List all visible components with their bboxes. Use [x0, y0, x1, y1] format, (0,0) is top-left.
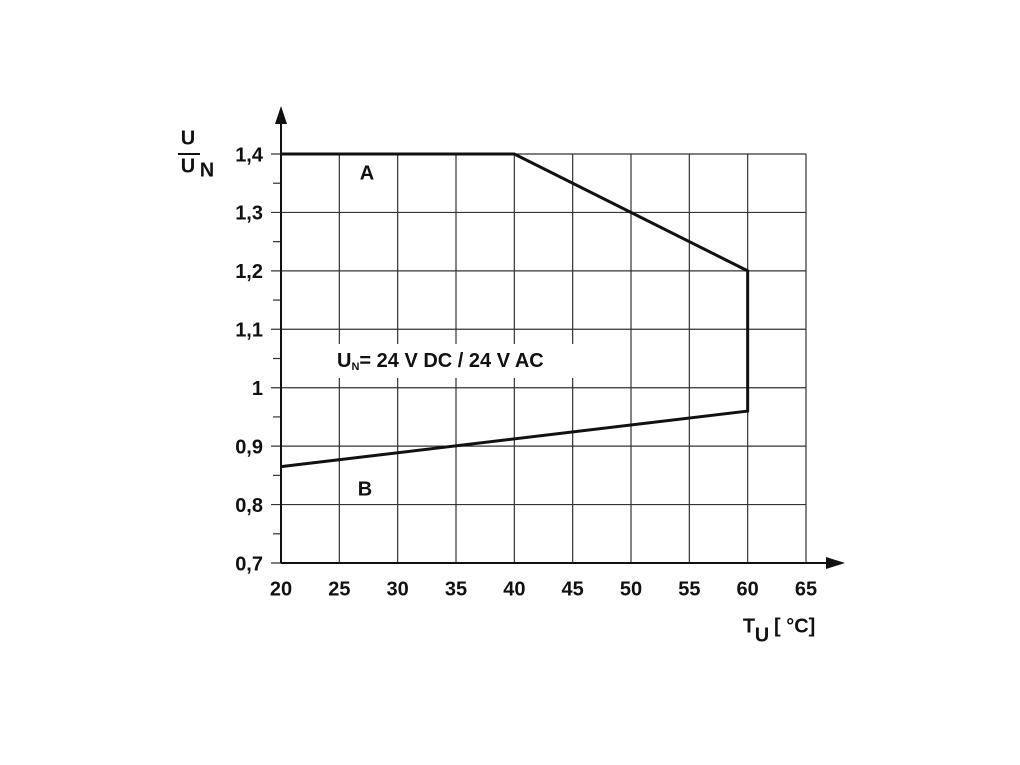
y-tick-label: 1,1: [235, 320, 263, 342]
x-tick-label: 30: [387, 578, 409, 600]
y-tick-label: 1,2: [235, 261, 263, 283]
y-tick-label: 1: [252, 378, 263, 400]
y-tick-label: 1,4: [235, 144, 264, 166]
y-tick-label: 0,9: [235, 436, 263, 458]
x-tick-label: 50: [620, 578, 642, 600]
note: UN= 24 V DC / 24 V AC: [337, 350, 544, 373]
y-arrow: [275, 106, 287, 124]
x-label-unit: [ °C]: [774, 615, 815, 637]
x-tick-label: 35: [445, 578, 467, 600]
x-tick-label: 65: [795, 578, 817, 600]
note-sub: N: [351, 361, 359, 373]
annotation: A: [360, 162, 374, 184]
x-label-main: T: [743, 615, 755, 637]
note-rest: = 24 V DC / 24 V AC: [359, 350, 543, 372]
x-tick-label: 60: [737, 578, 759, 600]
x-tick-label: 45: [562, 578, 584, 600]
y-tick-label: 0,7: [235, 553, 263, 575]
y-label-den: U: [181, 155, 195, 177]
x-label-sub: U: [755, 624, 769, 646]
x-arrow: [826, 557, 845, 569]
y-label-sub: N: [200, 159, 214, 181]
annotation: B: [358, 478, 372, 500]
data-line: [280, 152, 750, 469]
y-label-num: U: [181, 127, 195, 149]
x-tick-label: 40: [503, 578, 525, 600]
x-tick-label: 25: [328, 578, 350, 600]
x-tick-label: 20: [270, 578, 292, 600]
x-tick-label: 55: [678, 578, 700, 600]
note-main: U: [337, 350, 351, 372]
y-tick-label: 1,3: [235, 203, 263, 225]
y-tick-label: 0,8: [235, 495, 263, 517]
note-box: [330, 344, 580, 378]
